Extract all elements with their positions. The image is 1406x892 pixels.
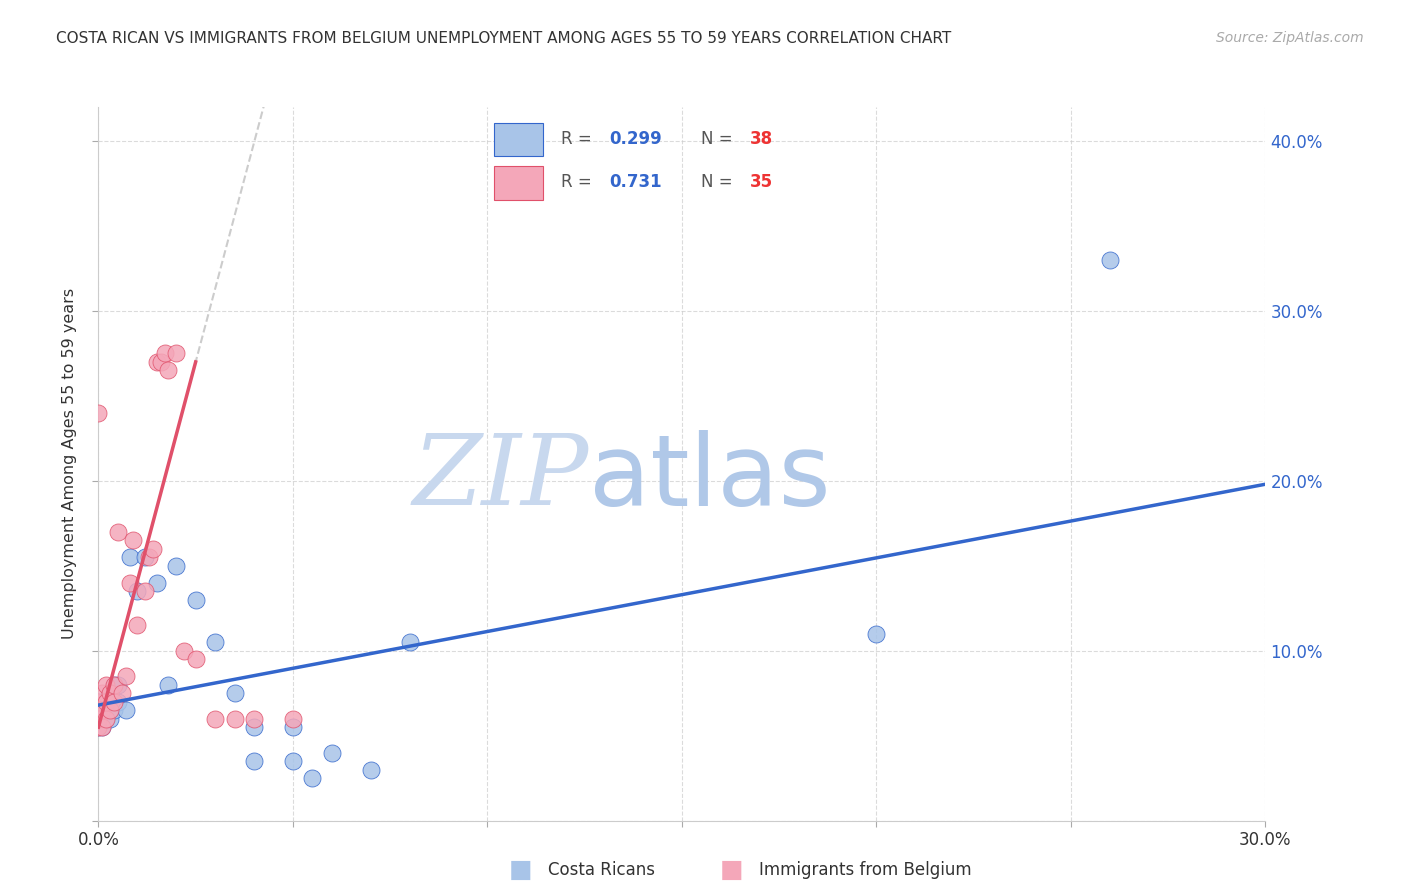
Point bbox=[103, 695, 125, 709]
Point bbox=[98, 703, 121, 717]
Text: COSTA RICAN VS IMMIGRANTS FROM BELGIUM UNEMPLOYMENT AMONG AGES 55 TO 59 YEARS CO: COSTA RICAN VS IMMIGRANTS FROM BELGIUM U… bbox=[56, 31, 952, 46]
Point bbox=[96, 712, 118, 726]
Text: ZIP: ZIP bbox=[412, 431, 589, 525]
Point bbox=[96, 695, 118, 709]
Point bbox=[91, 695, 114, 709]
Point bbox=[98, 686, 121, 700]
Point bbox=[114, 669, 136, 683]
Point bbox=[204, 712, 226, 726]
Y-axis label: Unemployment Among Ages 55 to 59 years: Unemployment Among Ages 55 to 59 years bbox=[62, 288, 77, 640]
Point bbox=[224, 712, 246, 726]
Point bbox=[184, 652, 207, 666]
Point bbox=[281, 720, 304, 734]
Point bbox=[184, 592, 207, 607]
Point bbox=[149, 355, 172, 369]
Text: Immigrants from Belgium: Immigrants from Belgium bbox=[759, 861, 972, 879]
Point bbox=[301, 771, 323, 785]
Point bbox=[103, 703, 125, 717]
Point bbox=[127, 618, 149, 632]
Point bbox=[118, 550, 141, 565]
Point bbox=[87, 695, 110, 709]
Point bbox=[134, 584, 156, 599]
Point bbox=[87, 703, 110, 717]
Point bbox=[360, 763, 382, 777]
Point bbox=[127, 584, 149, 599]
Point bbox=[98, 686, 121, 700]
Text: atlas: atlas bbox=[589, 430, 830, 526]
Point bbox=[243, 720, 266, 734]
Point bbox=[87, 720, 110, 734]
Point bbox=[243, 754, 266, 768]
Point bbox=[321, 746, 343, 760]
Point bbox=[122, 533, 145, 548]
Point bbox=[118, 575, 141, 590]
Point bbox=[153, 346, 176, 360]
Point bbox=[91, 720, 114, 734]
Point bbox=[165, 346, 187, 360]
Point bbox=[1098, 252, 1121, 267]
Point bbox=[157, 363, 180, 377]
Point bbox=[142, 541, 165, 556]
Point bbox=[138, 550, 160, 565]
Point bbox=[96, 712, 118, 726]
Point bbox=[98, 703, 121, 717]
Point bbox=[173, 644, 195, 658]
Point bbox=[224, 686, 246, 700]
Point bbox=[91, 703, 114, 717]
Point bbox=[204, 635, 226, 649]
Point bbox=[281, 754, 304, 768]
Point bbox=[134, 550, 156, 565]
Point bbox=[87, 695, 110, 709]
Point bbox=[87, 712, 110, 726]
Text: Source: ZipAtlas.com: Source: ZipAtlas.com bbox=[1216, 31, 1364, 45]
Point bbox=[91, 703, 114, 717]
Point bbox=[87, 720, 110, 734]
Point bbox=[91, 720, 114, 734]
Point bbox=[146, 575, 169, 590]
Point bbox=[111, 686, 134, 700]
Point bbox=[98, 712, 121, 726]
Point bbox=[107, 678, 129, 692]
Point bbox=[103, 678, 125, 692]
Point bbox=[91, 712, 114, 726]
Point bbox=[96, 678, 118, 692]
Point bbox=[87, 703, 110, 717]
Text: ■: ■ bbox=[720, 858, 742, 881]
Point bbox=[398, 635, 420, 649]
Point bbox=[114, 703, 136, 717]
Point bbox=[96, 695, 118, 709]
Point bbox=[165, 558, 187, 573]
Point bbox=[96, 703, 118, 717]
Point bbox=[865, 626, 887, 640]
Point bbox=[103, 678, 125, 692]
Point bbox=[91, 686, 114, 700]
Point bbox=[243, 712, 266, 726]
Text: Costa Ricans: Costa Ricans bbox=[548, 861, 655, 879]
Point bbox=[87, 406, 110, 420]
Point bbox=[157, 678, 180, 692]
Point bbox=[146, 355, 169, 369]
Text: ■: ■ bbox=[509, 858, 531, 881]
Point bbox=[107, 524, 129, 539]
Point bbox=[107, 695, 129, 709]
Point bbox=[281, 712, 304, 726]
Point bbox=[87, 712, 110, 726]
